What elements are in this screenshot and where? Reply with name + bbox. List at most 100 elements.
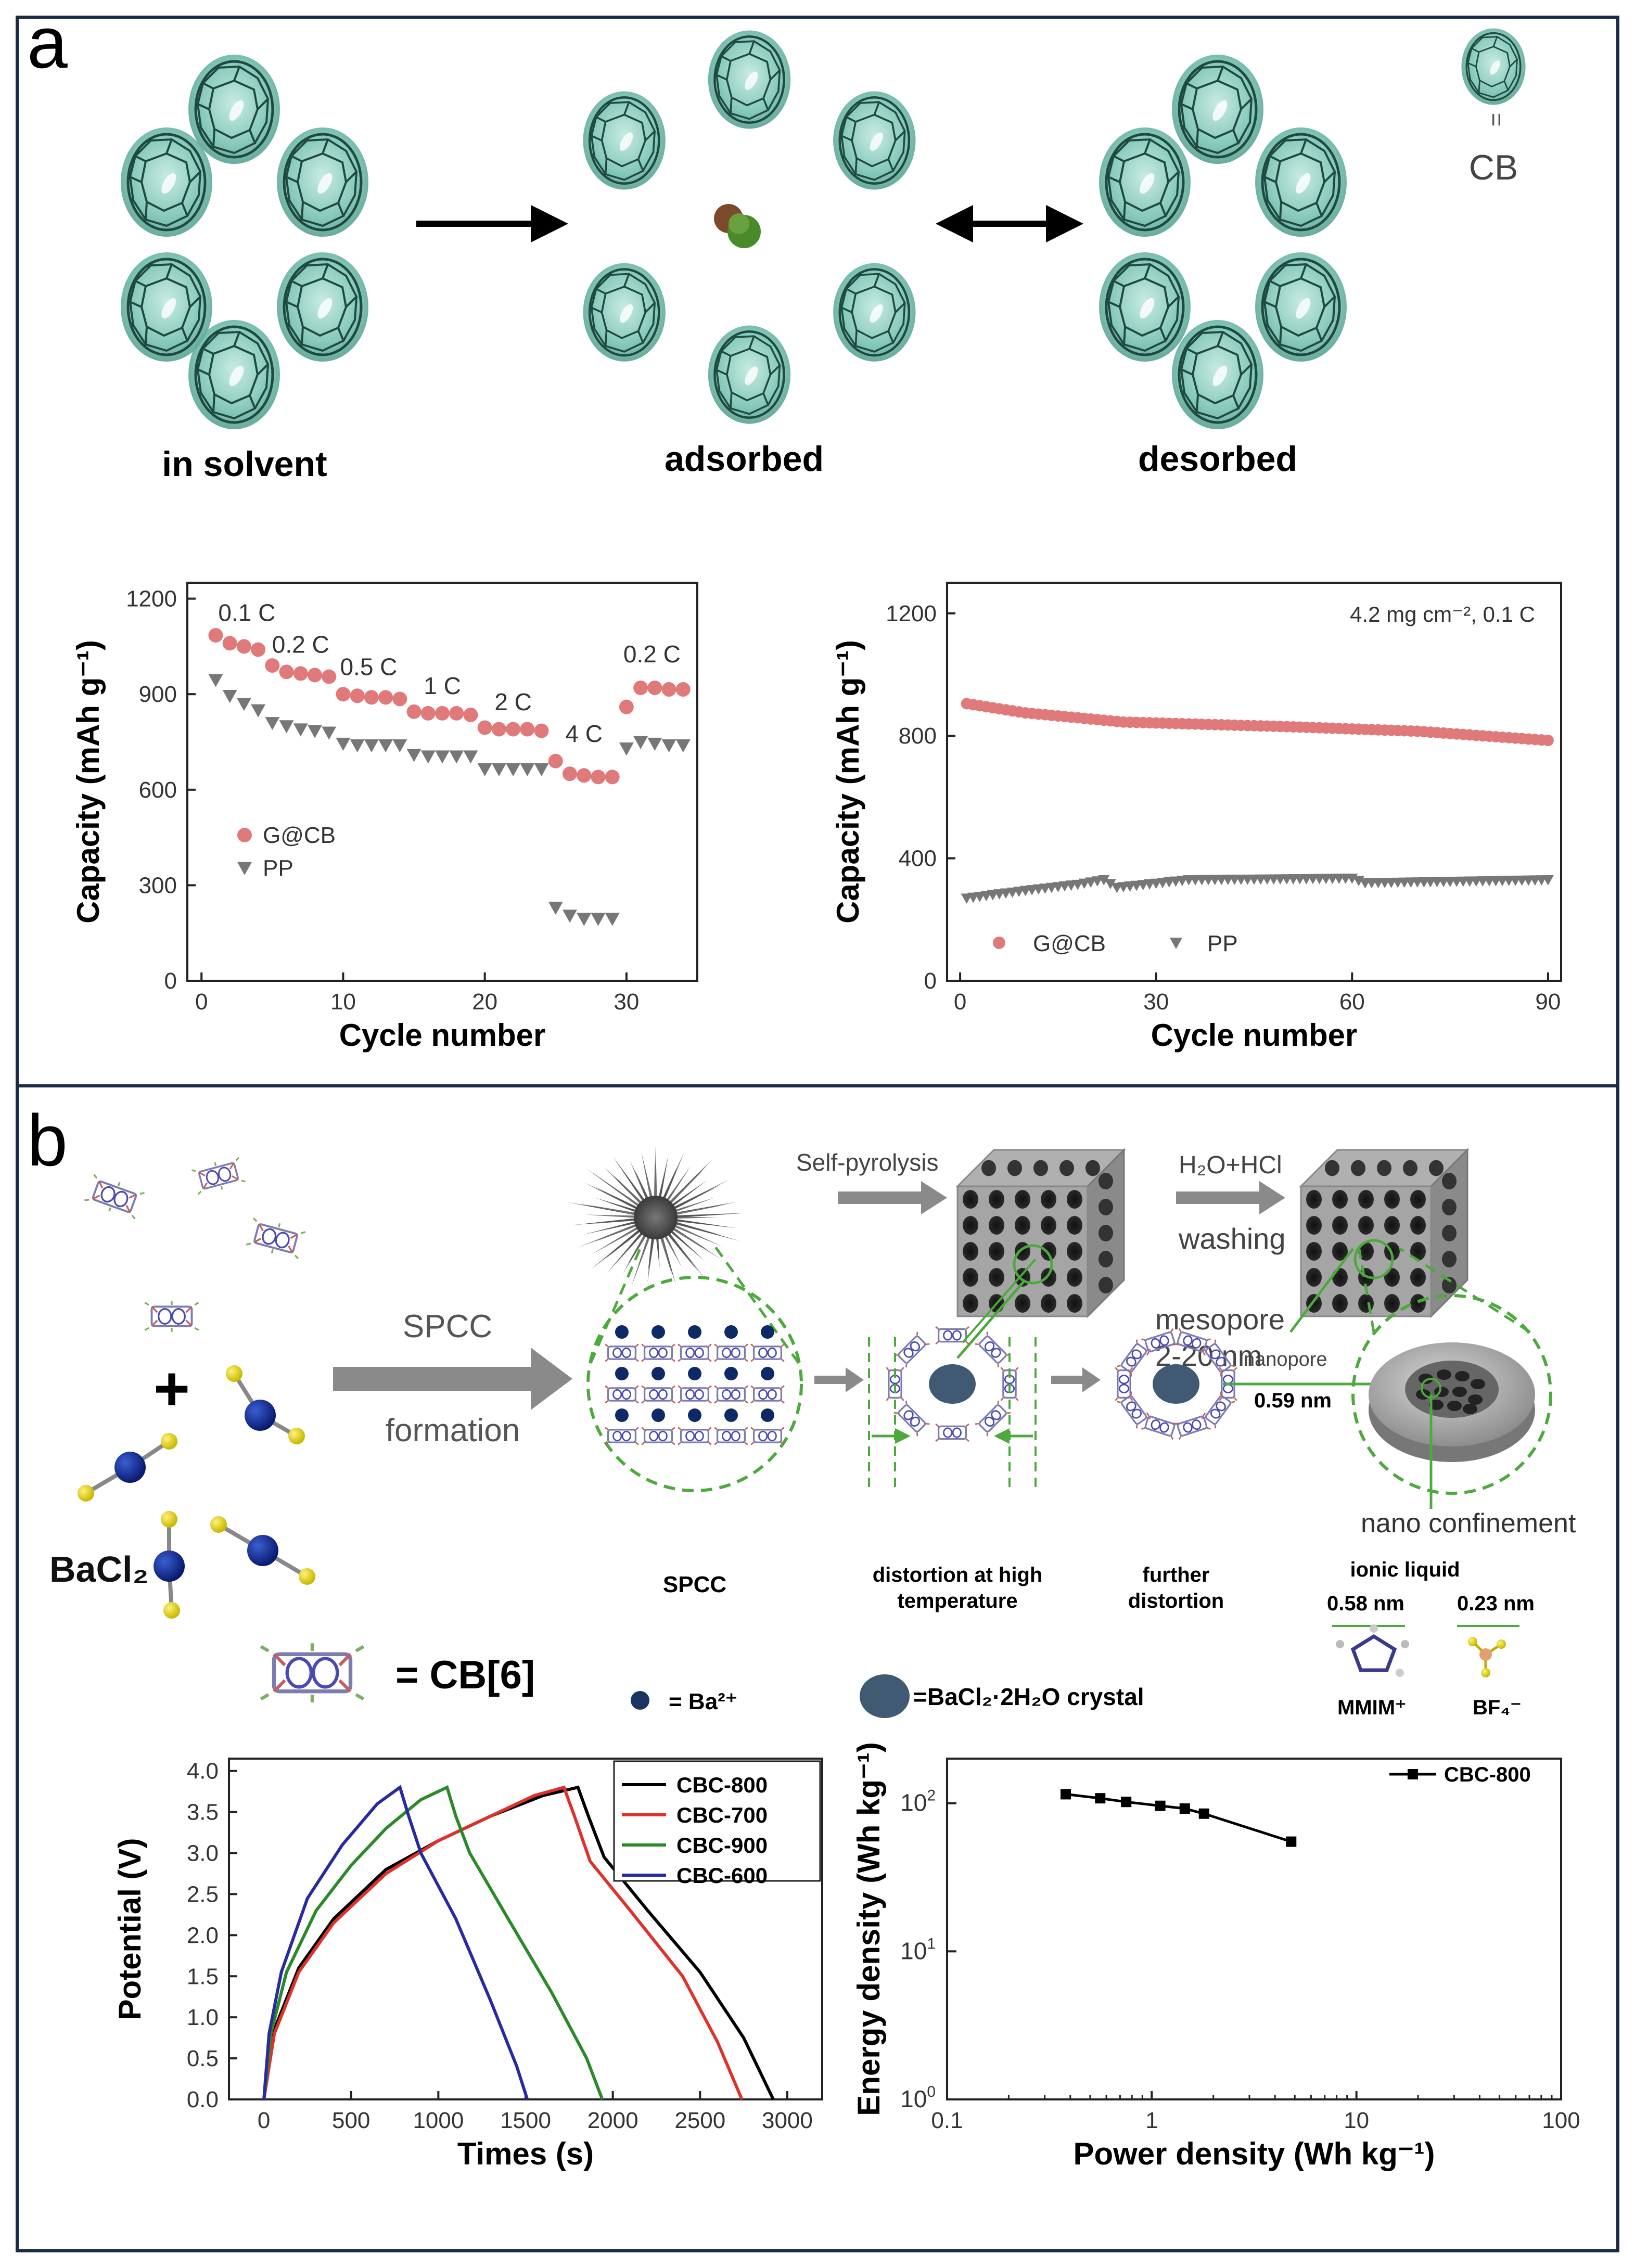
cube-zoom-circle — [1013, 1244, 1053, 1285]
cube-pore — [1015, 1190, 1030, 1209]
cb6-unit — [750, 1343, 785, 1363]
x-tick-label: 20 — [472, 989, 497, 1015]
y-tick-label: 1200 — [886, 601, 937, 626]
cube-pore — [1041, 1242, 1056, 1261]
cb6-unit — [750, 1426, 785, 1446]
data-point — [378, 739, 393, 753]
data-point — [322, 669, 337, 684]
urchin-spike — [594, 1197, 645, 1215]
data-point — [364, 690, 379, 705]
data-point — [364, 739, 379, 753]
arrow-to-further-distortion — [1051, 1367, 1101, 1392]
data-point — [449, 706, 464, 721]
gcd-curve — [262, 1785, 604, 2100]
urchin-spike — [664, 1180, 707, 1212]
label-desorbed: desorbed — [1138, 439, 1297, 479]
cb-cluster-in-solvent — [121, 55, 368, 429]
urchin-spike — [585, 1214, 643, 1219]
cb6-unit — [641, 1343, 676, 1363]
cube-pore — [1384, 1294, 1400, 1313]
gcd-curve — [262, 1785, 744, 2100]
cube-pore — [1041, 1268, 1056, 1287]
urchin-spike — [631, 1227, 654, 1287]
cube-top-pore — [1033, 1160, 1048, 1176]
data-point — [1155, 1800, 1166, 1811]
cube-zoom-line — [956, 1279, 1026, 1359]
data-point — [633, 680, 648, 695]
cube-pore — [1410, 1242, 1426, 1261]
cube-side-pore — [1442, 1173, 1457, 1189]
disc-pore — [1471, 1379, 1485, 1389]
cube-pore — [1306, 1242, 1322, 1261]
data-point — [420, 706, 436, 721]
cube-pore — [1041, 1216, 1056, 1235]
data-point — [208, 674, 223, 687]
rate-annotation: 0.5 C — [340, 653, 397, 680]
y-tick-label: 0 — [924, 968, 937, 994]
data-point — [1198, 1808, 1209, 1819]
panel-a-label: a — [27, 2, 68, 83]
data-point — [350, 688, 365, 703]
x-tick-label: 90 — [1535, 989, 1561, 1015]
data-point — [222, 636, 237, 651]
ba-ion — [761, 1325, 774, 1339]
data-point — [293, 666, 308, 681]
urchin-spike — [662, 1167, 707, 1210]
urchin-spike — [667, 1197, 716, 1215]
y-tick-label: 4.0 — [187, 1759, 219, 1784]
cube-pore — [1015, 1216, 1030, 1235]
x-tick-label: 0.1 — [931, 2108, 963, 2133]
cube-pore — [1067, 1294, 1082, 1313]
x-tick-label: 10 — [330, 989, 356, 1015]
cube-pore — [1384, 1268, 1400, 1287]
cube-pore — [1015, 1242, 1030, 1261]
gcd-curve — [262, 1785, 529, 2100]
urchin-spike — [663, 1224, 705, 1261]
x-tick-label: 2500 — [674, 2108, 725, 2133]
urchin-spike — [641, 1151, 655, 1208]
x-tick-label: 0 — [954, 989, 966, 1015]
urchin-spike — [586, 1168, 647, 1212]
y-tick-label: 900 — [139, 682, 177, 707]
urchin-spike — [668, 1205, 726, 1216]
cube-side-pore — [1098, 1251, 1113, 1267]
crystal-label: =BaCl₂·2H₂O crystal — [913, 1683, 1144, 1710]
crystal-icon — [860, 1674, 910, 1718]
x-tick-label: 0 — [258, 2108, 270, 2133]
cube-top-pore — [1007, 1160, 1022, 1176]
cb6-unit — [677, 1343, 712, 1363]
data-point — [322, 726, 337, 740]
legend-label: PP — [263, 855, 293, 881]
self-pyrolysis-label: Self-pyrolysis — [796, 1149, 939, 1176]
cube-pore — [963, 1268, 978, 1287]
cube-zoom-line — [1289, 1248, 1354, 1333]
porous-cube-2 — [1289, 1148, 1470, 1333]
data-point — [463, 750, 478, 764]
rate-annotation: 0.2 C — [272, 631, 329, 658]
x-axis-label: Times (s) — [457, 2136, 594, 2171]
plot-area — [946, 1758, 1562, 2100]
data-point — [577, 913, 592, 926]
cb-legend: = CB — [1460, 27, 1527, 187]
y-tick-label: 300 — [139, 873, 177, 898]
x-tick-label: 500 — [332, 2108, 370, 2133]
x-axis-label: Cycle number — [339, 1018, 546, 1053]
x-tick-label: 10 — [1344, 2108, 1369, 2133]
cube-pore — [963, 1190, 978, 1209]
y-tick-label: 400 — [899, 846, 937, 872]
ba-ion — [688, 1408, 701, 1422]
data-point — [1061, 1789, 1071, 1800]
data-point — [449, 750, 464, 764]
data-point — [1179, 1803, 1190, 1814]
cube-pore — [1332, 1216, 1348, 1235]
cb6-unit — [713, 1385, 749, 1404]
rate-annotation: 0.2 C — [623, 640, 681, 668]
cb-cluster-adsorbed — [583, 31, 916, 424]
data-point — [1121, 1797, 1132, 1808]
cube-pore — [1410, 1294, 1426, 1313]
urchin-spike — [657, 1227, 673, 1276]
svg-text:CB: CB — [1469, 148, 1518, 187]
gcd-curve — [262, 1785, 775, 2100]
cube-side-pore — [1442, 1199, 1457, 1215]
